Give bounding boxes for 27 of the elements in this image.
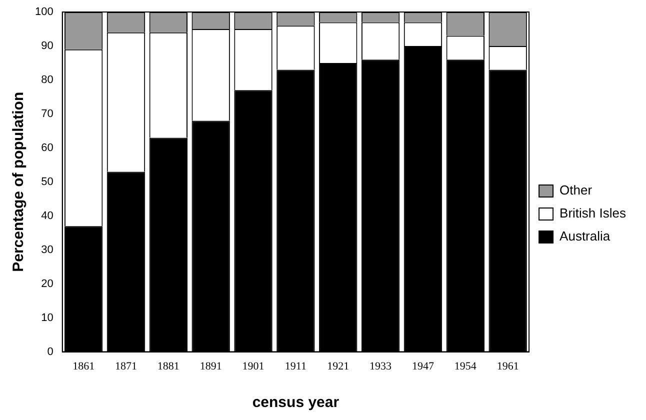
x-tick-label: 1901 — [242, 360, 264, 372]
y-tick-label: 30 — [41, 244, 54, 256]
y-tick-label: 90 — [41, 40, 54, 52]
y-tick-label: 20 — [41, 278, 54, 290]
legend-label: Other — [560, 182, 593, 198]
y-tick-label: 100 — [34, 6, 54, 18]
legend-label: Australia — [560, 228, 611, 244]
x-tick-label: 1861 — [72, 360, 95, 372]
x-tick-label: 1921 — [327, 360, 350, 372]
y-tick-label: 50 — [41, 176, 54, 188]
y-tick-label: 0 — [47, 346, 54, 358]
x-tick-label: 1954 — [454, 360, 477, 372]
y-tick-label: 10 — [41, 312, 54, 324]
y-tick-label: 80 — [41, 74, 54, 86]
x-tick-label: 1961 — [496, 360, 519, 372]
legend-label: British Isles — [560, 206, 626, 221]
x-tick-label: 1947 — [412, 360, 434, 372]
x-tick-label: 1891 — [200, 360, 222, 372]
x-tick-label: 1911 — [284, 360, 306, 372]
x-tick-label: 1881 — [157, 360, 180, 372]
y-tick-label: 60 — [41, 142, 54, 154]
y-axis-title: Percentage of population — [10, 92, 28, 272]
x-tick-label: 1871 — [114, 360, 137, 372]
y-tick-label: 40 — [41, 210, 54, 222]
y-tick-label: 70 — [41, 108, 54, 120]
x-axis-title: census year — [252, 394, 340, 412]
x-tick-label: 1933 — [370, 360, 392, 372]
